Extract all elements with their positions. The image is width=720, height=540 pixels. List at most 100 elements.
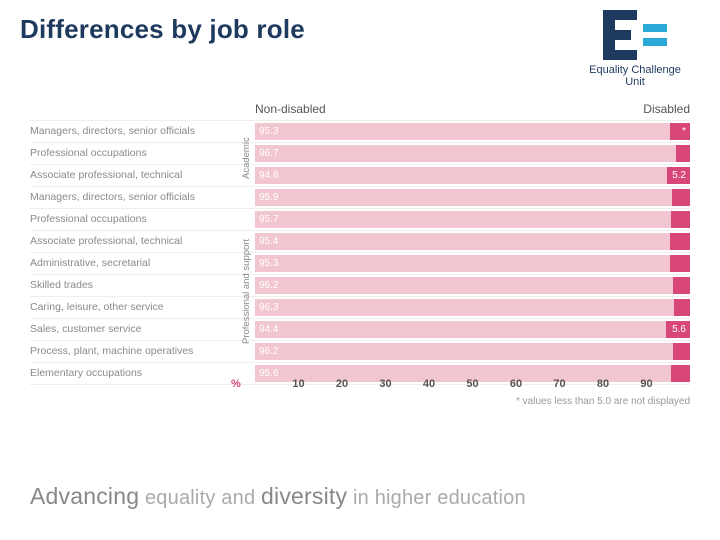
bar-non-disabled: 94.4 [255,321,666,338]
table-row: Associate professional, technical 94.8 5.2 [30,164,690,186]
tagline-word-5: in higher education [353,487,526,509]
bar-non-disabled: 95.7 [255,211,671,228]
bar-track: 96.7 [255,145,690,162]
bar-disabled: 5.6 [666,321,690,338]
bar-value-non-disabled: 95.9 [259,189,278,206]
chart-rows: Managers, directors, senior officials 95.… [30,120,690,385]
bar-value-non-disabled: 94.4 [259,321,278,338]
x-axis-tick: 70 [553,378,565,390]
bar-value-disabled: 5.6 [672,321,686,338]
bar-non-disabled: 95.3 [255,255,670,272]
tagline-word-4: diversity [261,483,347,509]
bar-non-disabled: 94.8 [255,167,667,184]
bar-disabled [672,189,690,206]
x-axis-tick: 90 [640,378,652,390]
tagline-word-3: and [221,487,255,509]
bar-disabled [674,299,690,316]
bar-disabled [673,277,690,294]
x-axis-tick: 60 [510,378,522,390]
table-row: Associate professional, technical 95.4 [30,230,690,252]
bar-value-disabled: 5.2 [672,167,686,184]
job-role-chart: Non-disabled Disabled Managers, director… [30,120,690,420]
row-label: Administrative, secretarial [30,253,225,274]
bar-value-non-disabled: 96.2 [259,277,278,294]
bar-value-non-disabled: 96.2 [259,343,278,360]
bar-value-non-disabled: 95.4 [259,233,278,250]
bar-value-non-disabled: 94.8 [259,167,278,184]
table-row: Managers, directors, senior officials 95.… [30,120,690,142]
bar-value-non-disabled: 96.3 [259,299,278,316]
tagline-word-1: Advancing [30,483,139,509]
table-row: Administrative, secretarial 95.3 [30,252,690,274]
row-label: Associate professional, technical [30,165,225,186]
row-label: Skilled trades [30,275,225,296]
bar-disabled [671,211,690,228]
group-label-professional: Professional and support [241,239,252,344]
ecu-logo-icon [603,10,667,60]
ecu-logo: Equality Challenge Unit [580,10,690,88]
bar-track: 96.2 [255,343,690,360]
tagline-word-2: equality [145,487,216,509]
bar-disabled: * [670,123,690,140]
bar-non-disabled: 96.3 [255,299,674,316]
row-label: Elementary occupations [30,363,225,384]
row-label: Process, plant, machine operatives [30,341,225,362]
bar-track: 95.3 [255,255,690,272]
bar-value-non-disabled: 95.7 [259,211,278,228]
x-axis-percent-symbol: % [231,378,241,390]
bar-track: 95.7 [255,211,690,228]
row-label: Professional occupations [30,209,225,230]
bar-track: 94.4 5.6 [255,321,690,338]
row-label: Caring, leisure, other service [30,297,225,318]
x-axis-tick: 80 [597,378,609,390]
bar-disabled [670,255,690,272]
group-label-academic: Academic [241,137,252,179]
chart-footnote: * values less than 5.0 are not displayed [516,396,690,407]
bar-non-disabled: 95.9 [255,189,672,206]
bar-non-disabled: 95.4 [255,233,670,250]
row-label: Professional occupations [30,143,225,164]
bar-value-non-disabled: 95.3 [259,123,278,140]
x-axis-tick: 20 [336,378,348,390]
x-axis-tick: 30 [379,378,391,390]
bar-track: 95.4 [255,233,690,250]
bar-non-disabled: 96.7 [255,145,676,162]
bar-track: 95.9 [255,189,690,206]
table-row: Elementary occupations 95.6 [30,362,690,385]
bar-track: 95.3 * [255,123,690,140]
table-row: Process, plant, machine operatives 96.2 [30,340,690,362]
slide: Differences by job role Equality Challen… [0,0,720,540]
x-axis-tick: 10 [292,378,304,390]
bar-value-disabled: * [682,123,686,140]
bar-disabled: 5.2 [667,167,690,184]
bar-non-disabled: 96.2 [255,277,673,294]
bar-disabled [673,343,690,360]
x-axis-tick: 50 [466,378,478,390]
ecu-logo-text: Equality Challenge Unit [580,64,690,88]
bar-non-disabled: 95.3 [255,123,670,140]
column-header-disabled: Disabled [643,102,690,116]
table-row: Professional occupations 95.7 [30,208,690,230]
table-row: Managers, directors, senior officials 95.… [30,186,690,208]
row-label: Associate professional, technical [30,231,225,252]
bar-non-disabled: 96.2 [255,343,673,360]
bar-track: 94.8 5.2 [255,167,690,184]
bar-track: 96.2 [255,277,690,294]
row-label: Managers, directors, senior officials [30,121,225,142]
bar-track: 96.3 [255,299,690,316]
bar-value-non-disabled: 95.6 [259,365,278,382]
bar-disabled [671,365,690,382]
table-row: Professional occupations 96.7 [30,142,690,164]
page-title: Differences by job role [20,14,305,45]
column-header-non-disabled: Non-disabled [255,102,326,116]
bar-disabled [676,145,690,162]
x-axis-tick: 40 [423,378,435,390]
table-row: Caring, leisure, other service 96.3 [30,296,690,318]
row-label: Sales, customer service [30,319,225,340]
footer-tagline: Advancing equality and diversity in high… [30,483,526,510]
table-row: Skilled trades 96.2 [30,274,690,296]
bar-disabled [670,233,690,250]
bar-value-non-disabled: 96.7 [259,145,278,162]
bar-value-non-disabled: 95.3 [259,255,278,272]
row-label: Managers, directors, senior officials [30,187,225,208]
